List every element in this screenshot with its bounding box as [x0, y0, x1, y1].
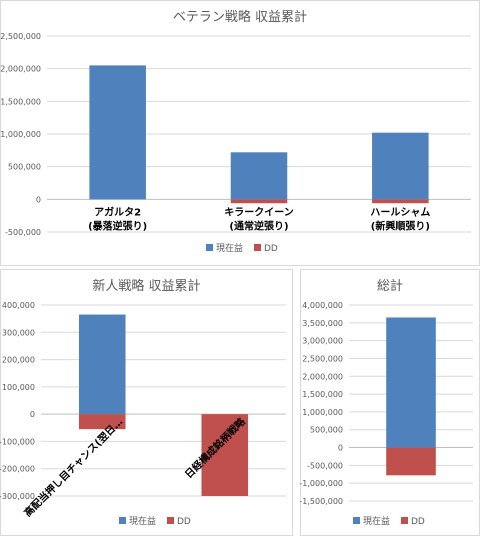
- y-tick-label: -500,000: [5, 228, 41, 237]
- y-tick-label: -1,000,000: [299, 479, 343, 488]
- veteran-chart-panel: ベテラン戦略 収益累計 -500,000 0 500,000 1,000,000 1,50…: [0, 0, 480, 266]
- chart-title: 総計: [377, 278, 403, 294]
- y-tick-label: 100,000: [2, 383, 35, 392]
- category-label: (暴落逆張り): [88, 219, 147, 232]
- y-tick-label: 0: [338, 444, 343, 453]
- y-tick-label: 1,000,000: [0, 130, 41, 139]
- bar-current-profit: [372, 132, 429, 200]
- newcomer-chart-panel: 新人戦略 収益累計 -300,000 -200,000 -100,000 0 100,00…: [0, 269, 293, 536]
- chart-title: 新人戦略 収益累計: [92, 278, 200, 294]
- y-tick-label: 2,500,000: [0, 32, 41, 41]
- total-chart: 総計 -1,500,000 -1,000,000 -500,000 0 500,000 1,…: [299, 278, 473, 527]
- bar-current-profit: [386, 317, 436, 448]
- legend-label-drawdown: DD: [264, 244, 278, 254]
- y-tick-label: 2,000,000: [302, 372, 343, 381]
- legend-swatch-current-profit: [119, 517, 126, 524]
- y-tick-label: -200,000: [0, 465, 35, 474]
- y-tick-label: 0: [30, 410, 35, 419]
- category-label: ハールシャム: [370, 206, 430, 218]
- veteran-chart: ベテラン戦略 収益累計 -500,000 0 500,000 1,000,000 1,50…: [0, 9, 471, 254]
- chart-title: ベテラン戦略 収益累計: [173, 9, 307, 25]
- category-label: (新興順張り): [371, 219, 430, 232]
- y-tick-label: -300,000: [0, 492, 35, 501]
- y-tick-label: 500,000: [8, 163, 41, 172]
- bar-drawdown: [386, 447, 436, 476]
- legend-label-drawdown: DD: [177, 517, 191, 527]
- y-tick-label: 4,000,000: [302, 301, 343, 310]
- y-tick-label: -500,000: [307, 461, 343, 470]
- y-tick-label: 2,500,000: [302, 354, 343, 363]
- y-tick-label: -1,500,000: [299, 497, 343, 506]
- bar-drawdown: [372, 199, 429, 204]
- y-tick-label: 1,500,000: [302, 390, 343, 399]
- y-tick-label: 400,000: [2, 301, 35, 310]
- category-label: 高配当押し目チャンス(翌日…: [21, 415, 125, 519]
- legend-label-current-profit: 現在益: [129, 515, 156, 527]
- legend-label-current-profit: 現在益: [363, 515, 390, 527]
- legend-swatch-current-profit: [206, 244, 213, 251]
- newcomer-chart: 新人戦略 収益累計 -300,000 -200,000 -100,000 0 100,00…: [0, 278, 286, 527]
- y-tick-label: -100,000: [0, 437, 35, 446]
- legend-swatch-current-profit: [353, 517, 360, 524]
- legend-label-current-profit: 現在益: [216, 242, 243, 254]
- total-chart-panel: 総計 -1,500,000 -1,000,000 -500,000 0 500,000 1,…: [299, 269, 480, 536]
- y-tick-label: 0: [36, 195, 41, 204]
- y-tick-label: 200,000: [2, 356, 35, 365]
- category-label: (通常逆張り): [229, 219, 288, 232]
- bar-current-profit: [78, 314, 126, 415]
- legend-swatch-drawdown: [167, 517, 174, 524]
- y-tick-label: 1,000,000: [302, 408, 343, 417]
- category-label: アガルタ2: [94, 205, 141, 218]
- bar-drawdown: [78, 414, 126, 430]
- legend-swatch-drawdown: [254, 244, 261, 251]
- y-tick-label: 3,500,000: [302, 319, 343, 328]
- bar-drawdown: [201, 414, 249, 496]
- y-tick-label: 300,000: [2, 328, 35, 337]
- y-tick-label: 500,000: [310, 426, 343, 435]
- bar-current-profit: [89, 65, 146, 200]
- y-tick-label: 2,000,000: [0, 65, 41, 74]
- category-label: キラークイーン: [224, 206, 294, 218]
- y-tick-label: 3,000,000: [302, 337, 343, 346]
- legend-swatch-drawdown: [401, 517, 408, 524]
- y-tick-label: 1,500,000: [0, 97, 41, 106]
- bar-drawdown: [230, 199, 288, 204]
- bar-current-profit: [230, 152, 288, 200]
- legend-label-drawdown: DD: [411, 517, 425, 527]
